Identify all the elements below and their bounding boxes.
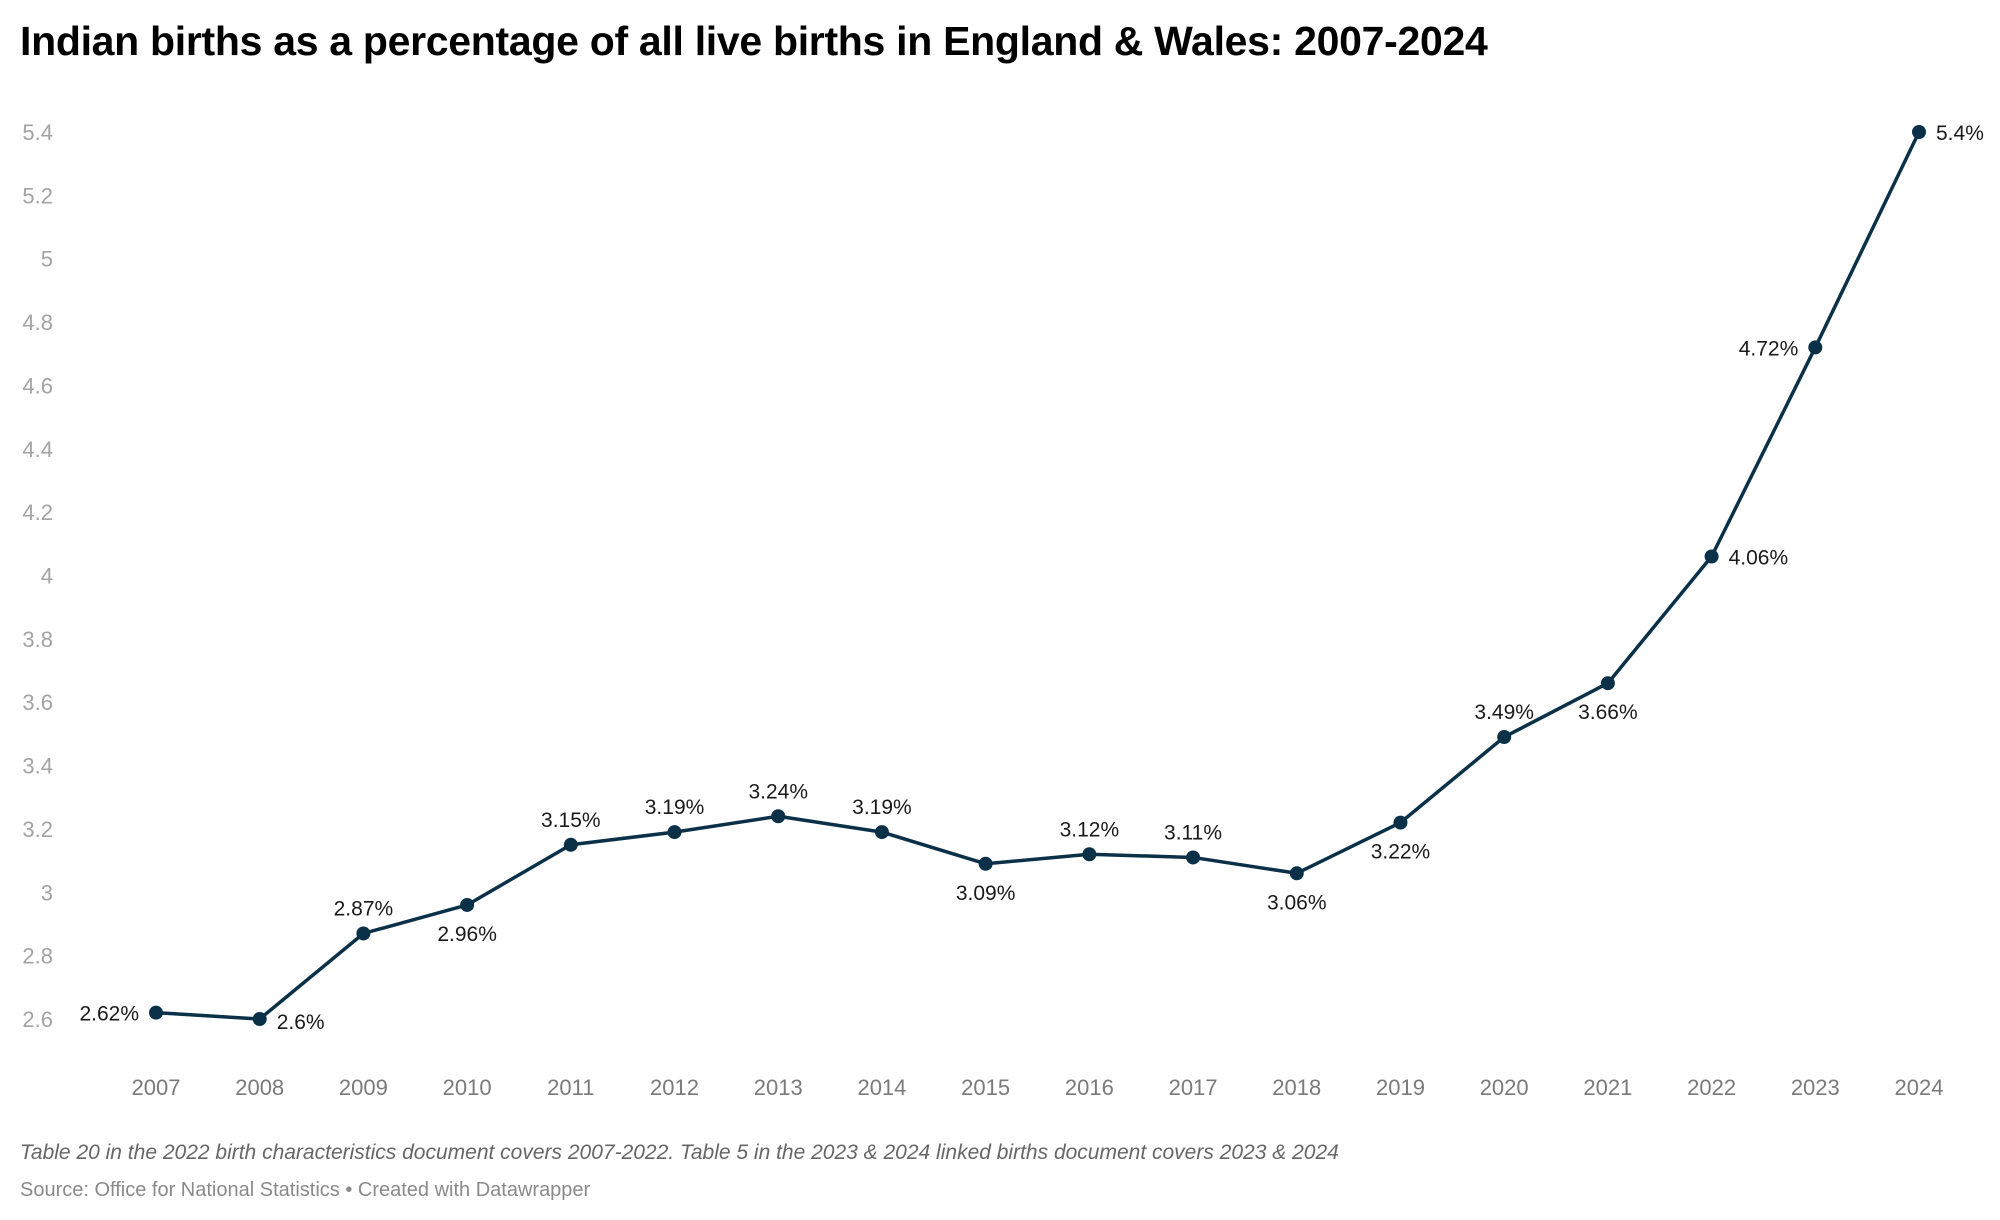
data-point[interactable] (1186, 850, 1201, 865)
data-label: 3.19% (852, 796, 912, 819)
x-tick-label: 2023 (1791, 1075, 1840, 1100)
data-label: 5.4% (1936, 122, 1984, 145)
y-tick-label: 4.4 (22, 437, 53, 462)
data-labels: 2.62% 2.6% 2.87% 2.96% 3.15% 3.19% 3.24% 3.19% 3… (79, 122, 1983, 1034)
data-label: 4.06% (1729, 546, 1789, 569)
x-axis: 2007 2008 2009 2010 2011 2012 2013 2014 2015 2016… (132, 1075, 1944, 1100)
data-label: 3.12% (1060, 818, 1120, 841)
y-tick-label: 3.8 (22, 627, 53, 652)
x-tick-label: 2024 (1895, 1075, 1944, 1100)
data-point[interactable] (771, 809, 786, 824)
chart-source: Source: Office for National Statistics •… (20, 1179, 591, 1201)
x-tick-label: 2018 (1272, 1075, 1321, 1100)
y-tick-label: 5.4 (22, 120, 53, 145)
y-tick-label: 3.2 (22, 817, 53, 842)
data-point[interactable] (1600, 676, 1615, 691)
x-tick-label: 2022 (1687, 1075, 1736, 1100)
x-tick-label: 2014 (857, 1075, 906, 1100)
data-point[interactable] (667, 825, 682, 840)
x-tick-label: 2008 (235, 1075, 284, 1100)
x-tick-label: 2019 (1376, 1075, 1425, 1100)
y-axis: 5.4 5.2 5 4.8 4.6 4.4 4.2 4 3.8 3.6 3.4 3.2 3 2.8 2.6 (22, 120, 53, 1032)
y-tick-label: 5.2 (22, 183, 53, 208)
data-label: 3.66% (1578, 701, 1638, 724)
y-tick-label: 3 (41, 880, 53, 905)
x-tick-label: 2020 (1480, 1075, 1529, 1100)
chart-caption: Table 20 in the 2022 birth characteristi… (20, 1141, 1339, 1164)
y-tick-label: 4 (41, 564, 53, 589)
x-tick-label: 2016 (1065, 1075, 1114, 1100)
data-label: 3.09% (956, 882, 1016, 905)
data-point[interactable] (1393, 815, 1408, 830)
chart-title: Indian births as a percentage of all liv… (20, 18, 1488, 64)
x-tick-label: 2017 (1169, 1075, 1218, 1100)
data-point[interactable] (563, 837, 578, 852)
data-label: 2.6% (277, 1011, 325, 1034)
data-label: 3.15% (541, 809, 601, 832)
y-tick-label: 5 (41, 247, 53, 272)
x-tick-label: 2011 (547, 1075, 594, 1100)
x-tick-label: 2015 (961, 1075, 1010, 1100)
data-point[interactable] (1912, 125, 1926, 139)
data-label: 2.62% (79, 1003, 139, 1026)
data-point[interactable] (1289, 866, 1304, 881)
x-tick-label: 2012 (650, 1075, 699, 1100)
series-indian-births (149, 125, 1926, 1026)
y-tick-label: 3.6 (22, 690, 53, 715)
data-label: 3.22% (1371, 841, 1431, 864)
y-tick-label: 2.6 (22, 1007, 53, 1032)
data-label: 2.87% (334, 897, 394, 920)
data-point[interactable] (1808, 340, 1823, 355)
data-label: 3.06% (1267, 891, 1327, 914)
data-label: 3.24% (748, 780, 808, 803)
data-point[interactable] (356, 926, 371, 941)
data-label: 3.11% (1164, 821, 1222, 844)
data-label: 3.19% (645, 796, 705, 819)
x-tick-label: 2009 (339, 1075, 388, 1100)
data-label: 3.49% (1474, 701, 1534, 724)
data-point[interactable] (874, 825, 889, 840)
x-tick-label: 2021 (1583, 1075, 1632, 1100)
data-point[interactable] (1704, 549, 1719, 564)
data-point[interactable] (1497, 730, 1512, 745)
y-tick-label: 3.4 (22, 754, 53, 779)
x-tick-label: 2007 (132, 1075, 181, 1100)
y-tick-label: 4.2 (22, 500, 53, 525)
series-line (154, 130, 1921, 1021)
data-point[interactable] (149, 1005, 163, 1020)
y-tick-label: 4.6 (22, 373, 53, 398)
data-point[interactable] (1082, 847, 1097, 862)
data-label: 4.72% (1739, 337, 1799, 360)
data-point[interactable] (978, 856, 993, 871)
data-point[interactable] (460, 897, 475, 912)
y-tick-label: 4.8 (22, 310, 53, 335)
y-tick-label: 2.8 (22, 944, 53, 969)
x-tick-label: 2013 (754, 1075, 803, 1100)
x-tick-label: 2010 (443, 1075, 492, 1100)
data-point[interactable] (252, 1012, 267, 1026)
data-label: 2.96% (437, 923, 497, 946)
